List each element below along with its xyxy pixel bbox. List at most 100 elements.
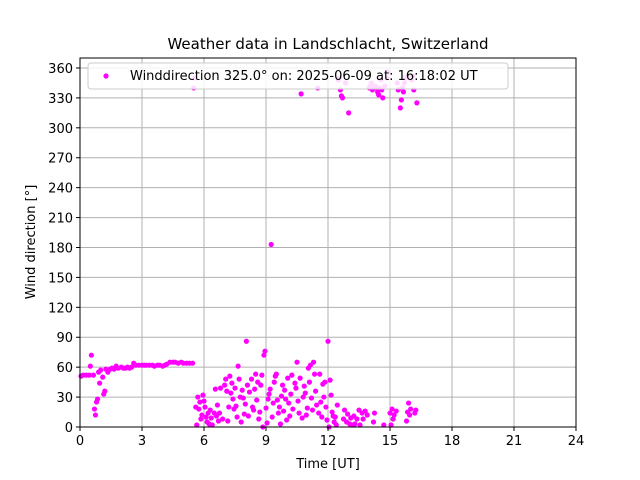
- data-point: [251, 407, 257, 413]
- data-point: [398, 97, 404, 103]
- data-point: [102, 388, 108, 394]
- data-point: [278, 393, 285, 399]
- data-point: [309, 407, 316, 413]
- y-axis-title: Wind direction [°]: [24, 185, 39, 300]
- data-point: [327, 377, 333, 383]
- data-point: [380, 95, 386, 101]
- data-point: [323, 404, 329, 410]
- x-tick-label: 9: [262, 434, 270, 449]
- data-point: [333, 422, 339, 428]
- data-point: [233, 403, 239, 409]
- data-point: [226, 404, 232, 410]
- y-tick-label: 120: [48, 301, 73, 316]
- data-point: [256, 416, 262, 422]
- data-point: [271, 379, 277, 385]
- y-tick-label: 30: [56, 391, 73, 406]
- data-point: [295, 398, 301, 404]
- y-tick-label: 150: [48, 271, 73, 286]
- data-point: [223, 376, 229, 382]
- data-point: [286, 400, 292, 406]
- data-point: [224, 388, 230, 394]
- x-tick-label: 0: [76, 434, 84, 449]
- data-point: [201, 398, 207, 404]
- data-point: [370, 419, 377, 425]
- data-point: [408, 406, 414, 412]
- data-point: [376, 92, 382, 98]
- data-point: [387, 410, 393, 416]
- data-point: [232, 385, 238, 391]
- data-point: [407, 412, 413, 418]
- data-point: [303, 412, 309, 418]
- data-point: [242, 401, 248, 407]
- data-point: [381, 422, 387, 428]
- data-point: [264, 420, 270, 426]
- data-point: [296, 410, 302, 416]
- data-point: [262, 348, 268, 354]
- data-point: [199, 412, 205, 418]
- data-point: [400, 89, 407, 95]
- y-axis-ticks: 0 30 60 90 120 150 180 210 240 270 300 330 360: [48, 62, 80, 436]
- data-point: [244, 382, 250, 388]
- x-tick-label: 12: [320, 434, 337, 449]
- y-tick-label: 90: [56, 331, 73, 346]
- data-point: [294, 359, 300, 365]
- data-point: [238, 419, 244, 425]
- data-point: [300, 394, 306, 400]
- data-point: [208, 415, 214, 421]
- data-point: [288, 391, 294, 397]
- data-point: [267, 386, 273, 392]
- data-point: [240, 395, 246, 401]
- data-point: [406, 400, 412, 406]
- data-point: [324, 417, 330, 423]
- data-point: [227, 373, 233, 379]
- data-point: [88, 352, 94, 358]
- data-point: [230, 396, 236, 402]
- data-point: [352, 421, 358, 427]
- data-point: [332, 414, 338, 420]
- data-point: [87, 363, 93, 369]
- data-point: [273, 371, 279, 377]
- data-point: [276, 404, 283, 410]
- data-point: [292, 380, 298, 386]
- data-point: [97, 380, 103, 386]
- data-point: [306, 379, 312, 385]
- chart-title: Weather data in Landschlacht, Switzerlan…: [167, 35, 488, 53]
- data-point: [301, 383, 307, 389]
- data-point: [200, 392, 206, 398]
- data-point: [391, 412, 397, 418]
- data-point: [258, 382, 264, 388]
- data-point: [283, 396, 289, 402]
- data-point: [279, 382, 286, 388]
- data-point: [197, 399, 203, 405]
- data-point: [357, 422, 363, 428]
- data-point: [253, 371, 259, 377]
- data-point: [334, 402, 340, 408]
- data-point: [414, 100, 420, 106]
- data-point: [263, 405, 269, 411]
- data-point: [254, 397, 260, 403]
- data-point: [94, 396, 101, 402]
- legend: Winddirection 325.0° on: 2025-06-09 at: …: [87, 62, 509, 90]
- data-point: [339, 95, 346, 101]
- data-point: [190, 360, 196, 366]
- data-point: [360, 416, 366, 422]
- y-tick-label: 210: [48, 212, 73, 227]
- data-point: [236, 376, 242, 382]
- data-point: [214, 402, 221, 408]
- data-point: [282, 387, 288, 393]
- data-point: [234, 414, 240, 420]
- data-point: [222, 382, 228, 388]
- data-point: [310, 359, 317, 365]
- data-point: [311, 371, 318, 377]
- data-point: [243, 338, 249, 344]
- data-point: [293, 385, 299, 391]
- y-tick-label: 360: [48, 62, 73, 77]
- data-point: [403, 418, 410, 424]
- data-point: [393, 408, 399, 414]
- data-point: [261, 352, 267, 358]
- data-point: [322, 379, 328, 385]
- data-point: [341, 407, 348, 413]
- data-point: [270, 400, 276, 406]
- data-point: [225, 418, 231, 424]
- data-point: [245, 413, 252, 419]
